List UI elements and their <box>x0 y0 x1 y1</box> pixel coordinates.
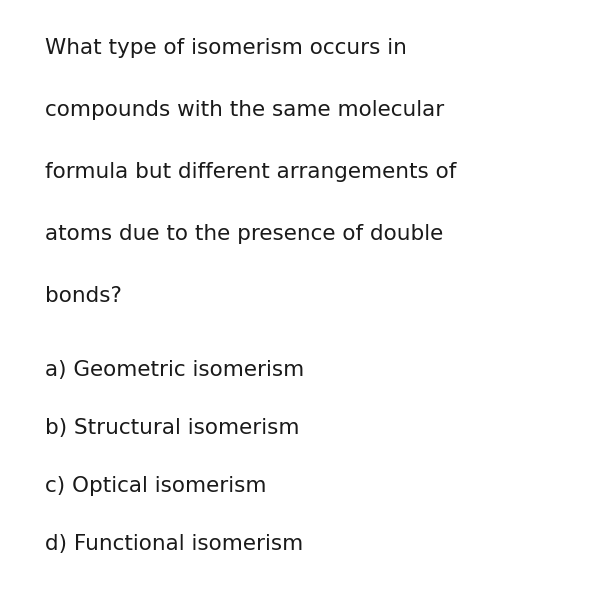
Text: compounds with the same molecular: compounds with the same molecular <box>45 100 444 120</box>
Text: formula but different arrangements of: formula but different arrangements of <box>45 162 457 182</box>
Text: d) Functional isomerism: d) Functional isomerism <box>45 534 304 554</box>
Text: b) Structural isomerism: b) Structural isomerism <box>45 418 299 438</box>
Text: c) Optical isomerism: c) Optical isomerism <box>45 476 266 496</box>
Text: a) Geometric isomerism: a) Geometric isomerism <box>45 360 304 380</box>
Text: bonds?: bonds? <box>45 286 122 306</box>
Text: What type of isomerism occurs in: What type of isomerism occurs in <box>45 38 407 58</box>
Text: atoms due to the presence of double: atoms due to the presence of double <box>45 224 443 244</box>
